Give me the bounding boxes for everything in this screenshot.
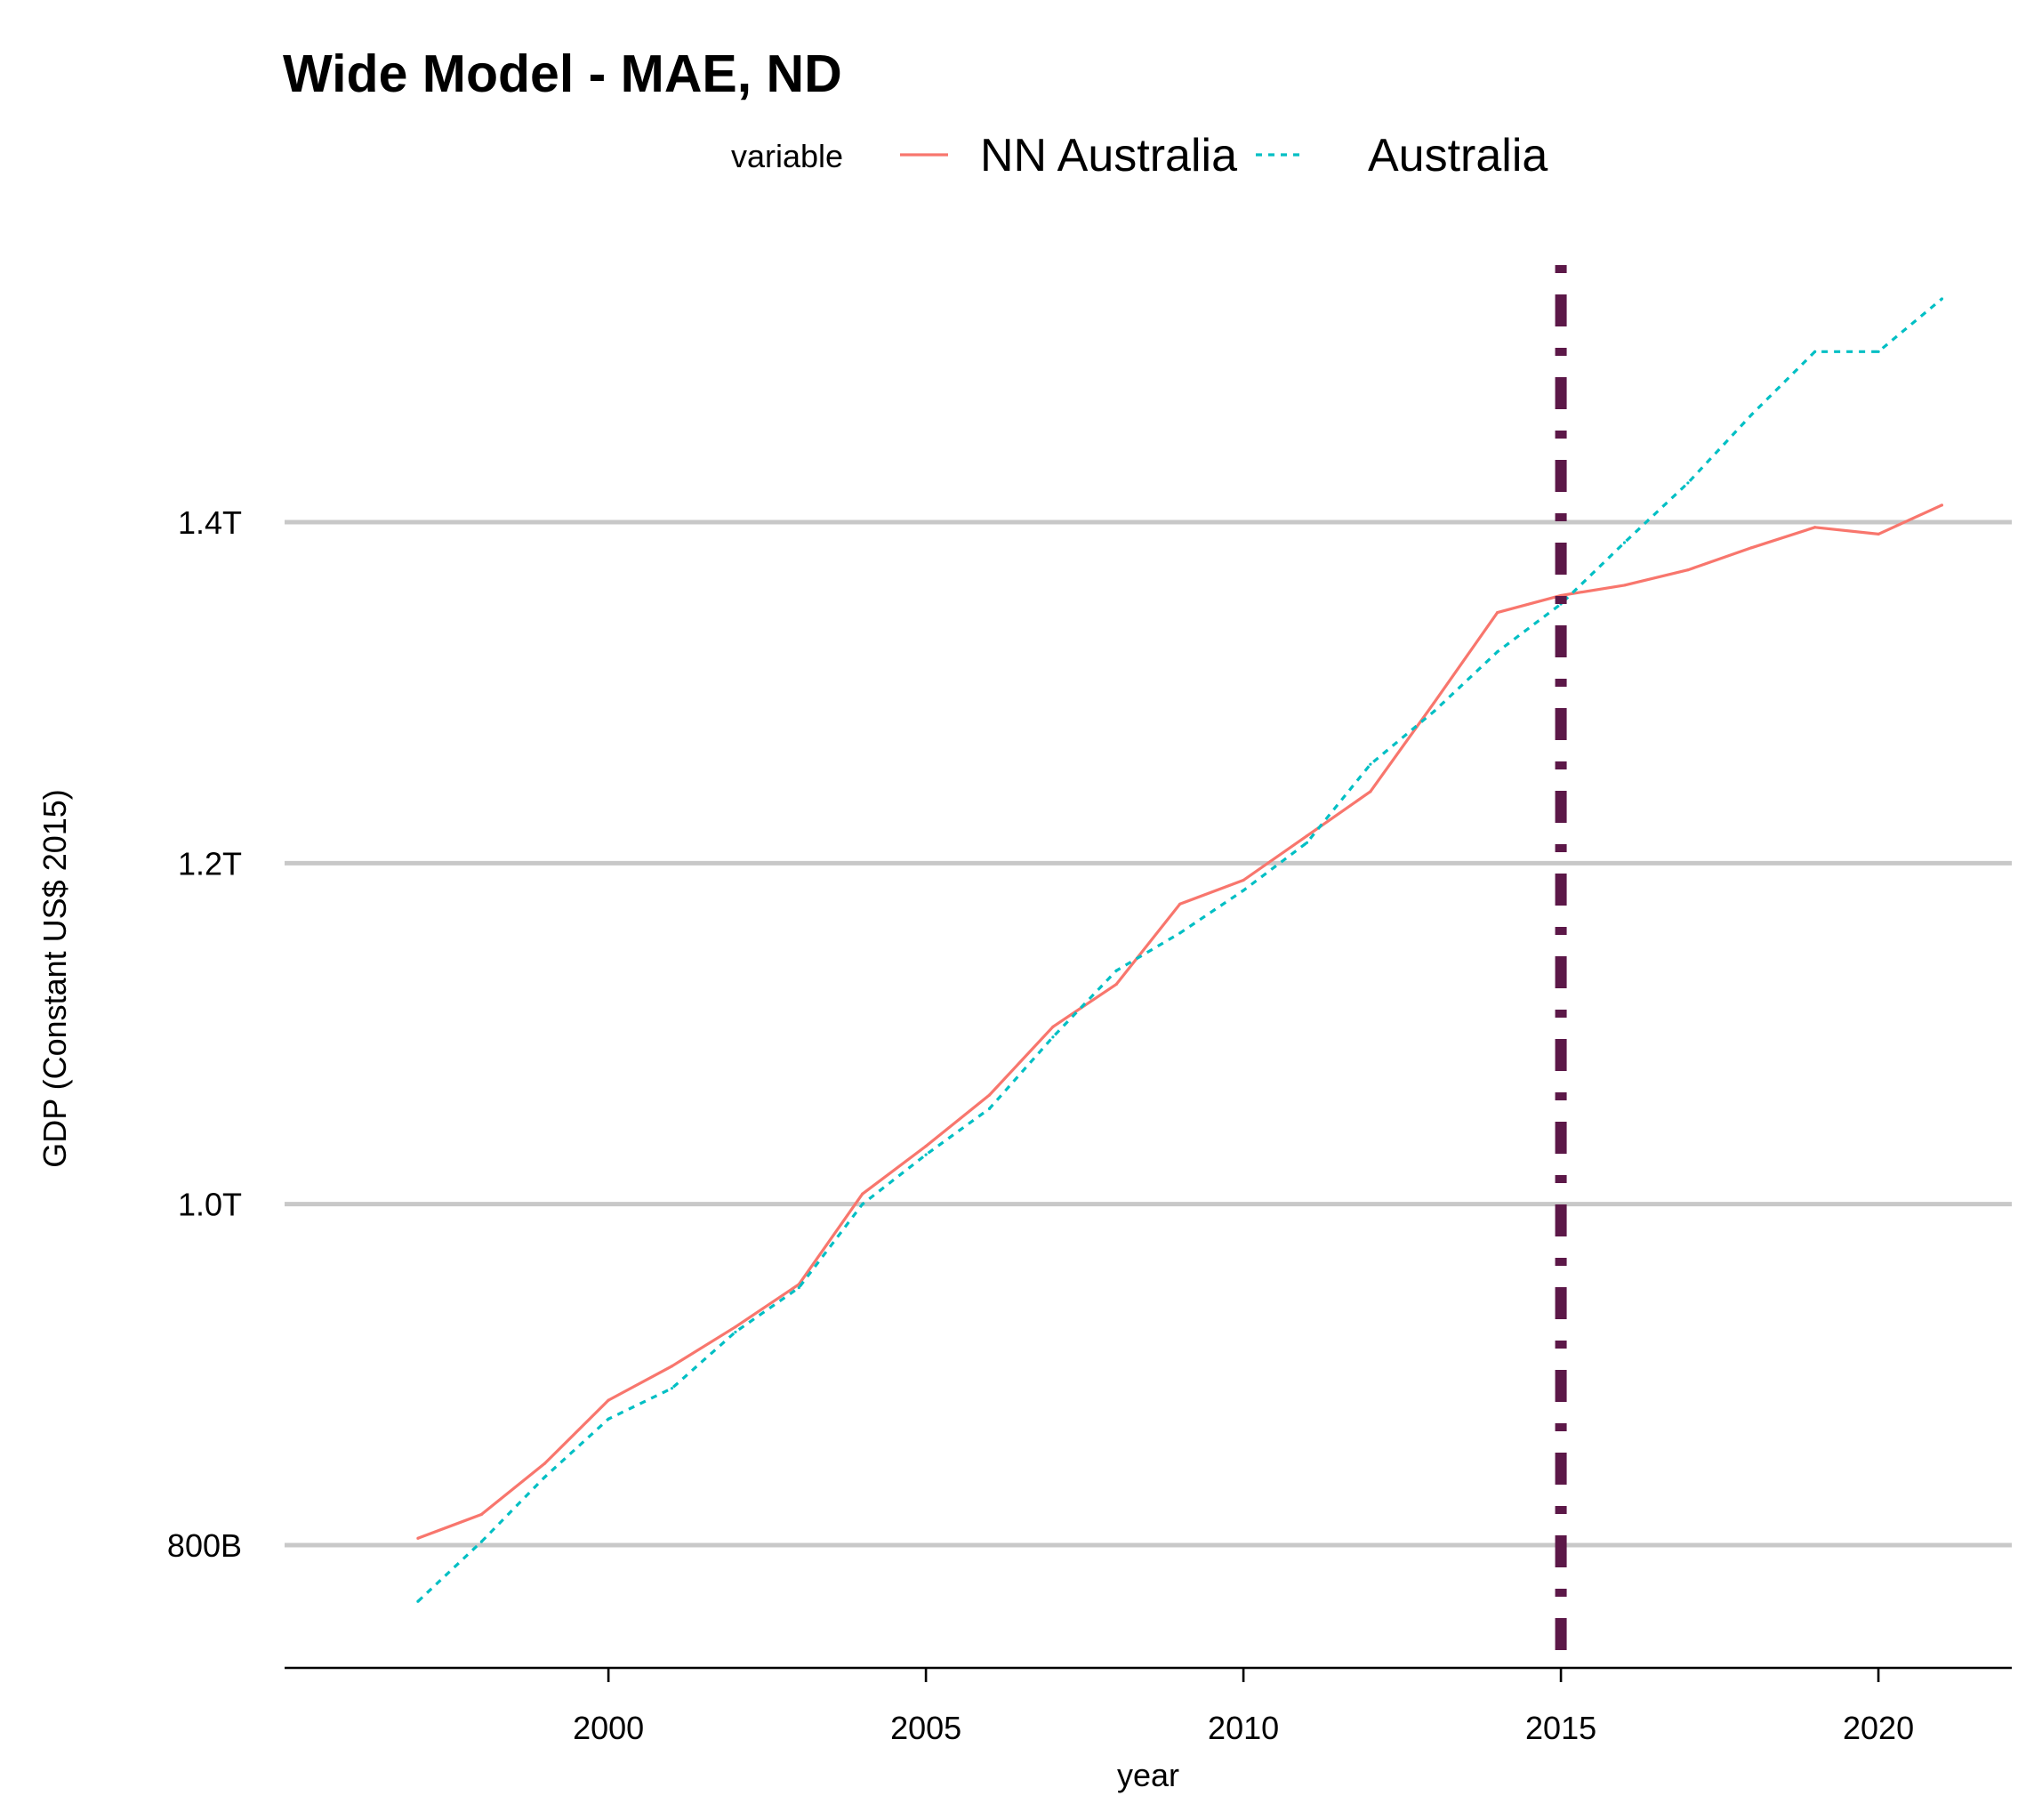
data-point-australia-2001	[670, 1387, 674, 1390]
data-point-nn-australia-2000	[607, 1398, 610, 1402]
data-point-australia-2000	[607, 1417, 610, 1421]
x-tick-label-2020: 2020	[1843, 1710, 1914, 1746]
data-point-australia-2006	[987, 1107, 992, 1110]
gridlines	[285, 519, 2012, 1548]
y-axis-ticks: 800B 1.0T 1.2T 1.4T	[167, 504, 242, 1564]
data-point-australia-2007	[1051, 1035, 1055, 1039]
data-point-nn-australia-2001	[670, 1365, 674, 1368]
x-axis-label: year	[1117, 1757, 1179, 1793]
y-tick-label-800b: 800B	[167, 1527, 242, 1564]
data-point-nn-australia-2017	[1686, 568, 1690, 572]
data-point-nn-australia-2012	[1369, 790, 1372, 793]
data-point-australia-2005	[924, 1153, 928, 1156]
data-point-nn-australia-1997	[416, 1536, 420, 1540]
y-axis-label: GDP (Constant US$ 2015)	[36, 789, 73, 1168]
data-point-nn-australia-2011	[1305, 834, 1309, 838]
data-point-australia-2016	[1622, 541, 1627, 544]
series-line-australia	[416, 297, 1943, 1603]
data-point-nn-australia-2019	[1813, 526, 1817, 529]
x-tick-label-2015: 2015	[1525, 1710, 1596, 1746]
x-axis-ticks: 2000 2005 2010 2015 2020	[573, 1668, 1914, 1746]
data-point-australia-2008	[1114, 969, 1118, 972]
data-point-australia-2009	[1178, 931, 1182, 935]
data-point-australia-2019	[1813, 350, 1817, 353]
legend-title: variable	[731, 138, 843, 174]
data-point-nn-australia-2002	[734, 1325, 737, 1329]
data-point-australia-1997	[416, 1599, 420, 1603]
data-point-australia-2002	[734, 1330, 737, 1334]
legend-label-australia: Australia	[1368, 130, 1548, 181]
data-point-australia-2021	[1940, 297, 1944, 301]
data-point-nn-australia-2010	[1242, 878, 1245, 882]
y-tick-label-1-2t: 1.2T	[178, 845, 242, 882]
data-point-nn-australia-2006	[987, 1093, 992, 1097]
data-point-australia-2017	[1686, 481, 1690, 485]
data-point-nn-australia-2008	[1114, 982, 1118, 987]
data-point-nn-australia-2014	[1496, 610, 1499, 615]
data-point-australia-2014	[1496, 650, 1499, 654]
data-point-australia-2004	[861, 1203, 864, 1206]
data-point-nn-australia-1998	[479, 1512, 483, 1517]
data-point-australia-2020	[1877, 350, 1880, 353]
x-tick-label-2005: 2005	[890, 1710, 961, 1746]
data-point-australia-1998	[479, 1540, 483, 1543]
data-point-nn-australia-2020	[1877, 532, 1880, 536]
y-tick-label-1-4t: 1.4T	[178, 504, 242, 541]
data-point-australia-2012	[1369, 762, 1372, 766]
data-point-australia-1999	[543, 1475, 547, 1478]
data-point-nn-australia-2013	[1432, 701, 1435, 705]
data-point-nn-australia-2007	[1051, 1025, 1055, 1028]
legend-label-nn-australia: NN Australia	[980, 130, 1237, 181]
data-point-australia-2018	[1749, 413, 1753, 416]
data-point-nn-australia-2021	[1940, 503, 1944, 507]
data-point-australia-2013	[1432, 710, 1435, 713]
x-tick-label-2000: 2000	[573, 1710, 644, 1746]
data-point-nn-australia-2018	[1749, 546, 1753, 550]
y-tick-label-1-0t: 1.0T	[178, 1187, 242, 1223]
legend: variable NN Australia Australia	[731, 130, 1548, 181]
data-point-nn-australia-2005	[924, 1144, 928, 1148]
series-layer	[416, 297, 1944, 1603]
data-point-australia-2003	[797, 1285, 800, 1290]
data-point-nn-australia-2004	[861, 1192, 864, 1196]
data-point-nn-australia-2009	[1178, 902, 1182, 906]
series-line-nn-australia	[417, 503, 1943, 1540]
data-point-nn-australia-2016	[1622, 584, 1627, 587]
data-point-nn-australia-1999	[543, 1462, 547, 1465]
data-point-australia-2011	[1305, 841, 1309, 844]
x-tick-label-2010: 2010	[1208, 1710, 1279, 1746]
chart-title: Wide Model - MAE, ND	[283, 44, 842, 103]
data-point-australia-2010	[1242, 889, 1245, 892]
